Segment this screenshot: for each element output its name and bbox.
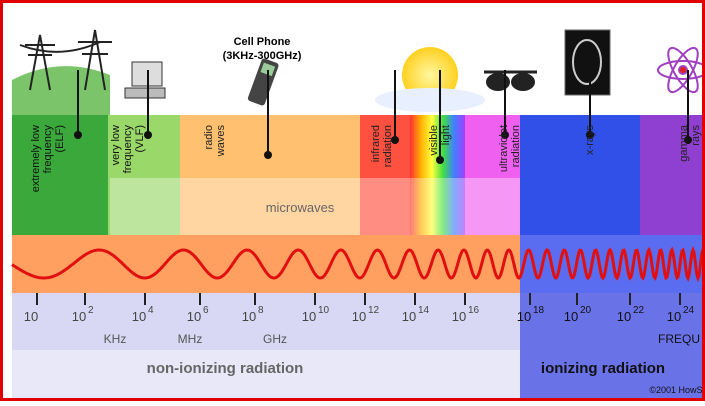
tick-exp: 14 [418, 305, 430, 316]
band-label: ultraviolet [498, 125, 510, 172]
tick-exp: 20 [580, 305, 592, 316]
tick-exp: 24 [683, 305, 695, 316]
unit-label: FREQU [658, 332, 700, 346]
tick-base: 10 [132, 309, 146, 324]
tick-exp: 6 [203, 305, 209, 316]
overlay-label: microwaves [266, 200, 335, 215]
pointer-dot [436, 156, 444, 164]
band [520, 115, 640, 235]
tick-base: 10 [352, 309, 366, 324]
tick-base: 10 [24, 309, 38, 324]
credit: ©2001 HowSt [649, 385, 705, 395]
band-label: frequency [42, 125, 54, 174]
tick-base: 10 [517, 309, 531, 324]
hill [12, 66, 110, 115]
spectrum-diagram: extremely lowfrequency(ELF)very lowfrequ… [0, 0, 705, 401]
tick-exp: 12 [368, 305, 380, 316]
region-label: ionizing radiation [541, 360, 665, 377]
tick-base: 10 [564, 309, 578, 324]
band-label: very low [110, 125, 122, 165]
subtitle: (3KHz-300GHz) [223, 50, 302, 62]
band-label: visible [428, 125, 440, 156]
band-label: x-rays [584, 125, 596, 155]
tick-base: 10 [402, 309, 416, 324]
band-label: (VLF) [134, 125, 146, 153]
band-label: radiation [382, 125, 394, 167]
tick-exp: 18 [533, 305, 545, 316]
tick-exp: 10 [318, 305, 330, 316]
band-label: (ELF) [54, 125, 66, 153]
band-label: rays [690, 125, 702, 146]
tick-exp: 8 [258, 305, 264, 316]
band-label: radio [203, 125, 215, 149]
xray-icon [565, 30, 610, 95]
tick-exp: 16 [468, 305, 480, 316]
tick-exp: 2 [88, 305, 94, 316]
band-label: frequency [122, 125, 134, 174]
title: Cell Phone [234, 36, 291, 48]
unit-label: GHz [263, 332, 287, 346]
band-label: extremely low [30, 125, 42, 192]
tick-base: 10 [667, 309, 681, 324]
pointer-dot [264, 151, 272, 159]
region-label: non-ionizing radiation [147, 360, 304, 377]
band-label: waves [215, 125, 227, 158]
unit-label: KHz [104, 332, 127, 346]
tick-base: 10 [302, 309, 316, 324]
band-label: infrared [370, 125, 382, 162]
band-label: gamma [678, 124, 690, 162]
tick-exp: 22 [633, 305, 645, 316]
tick-base: 10 [242, 309, 256, 324]
band-label: radiation [510, 125, 522, 167]
tick-base: 10 [187, 309, 201, 324]
band-label: light [440, 125, 452, 145]
pointer-dot [74, 131, 82, 139]
tick-exp: 4 [148, 305, 154, 316]
tick-base: 10 [72, 309, 86, 324]
tick-base: 10 [452, 309, 466, 324]
tick-base: 10 [617, 309, 631, 324]
unit-label: MHz [178, 332, 203, 346]
